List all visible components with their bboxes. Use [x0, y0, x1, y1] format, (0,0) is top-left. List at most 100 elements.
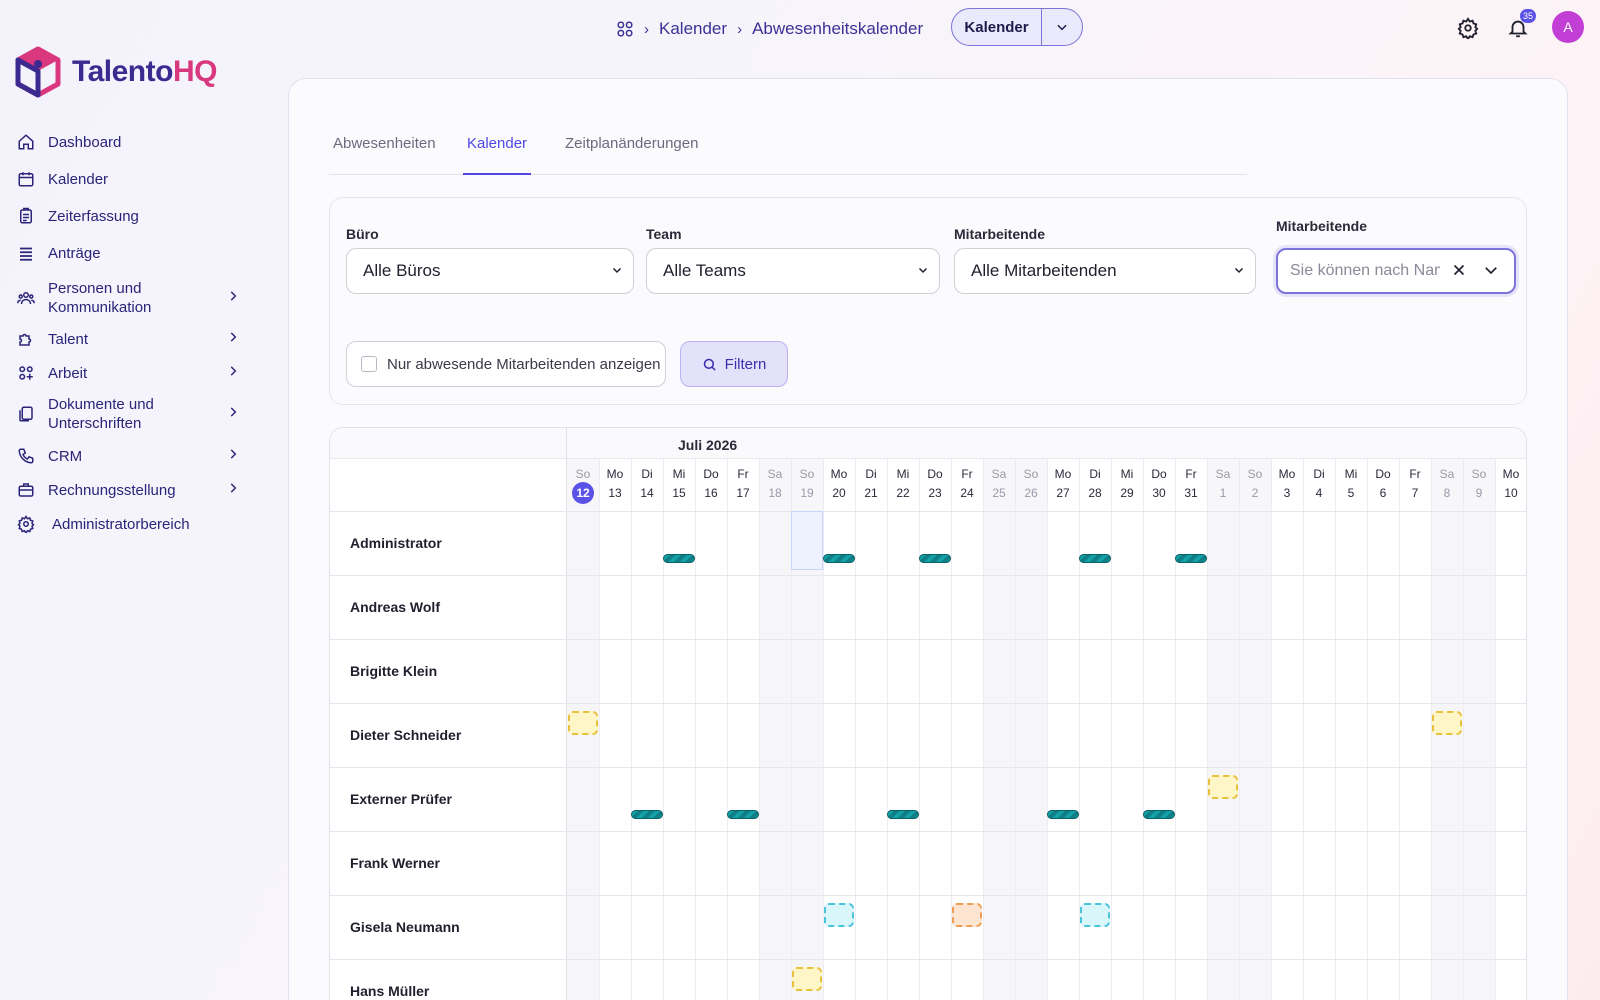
- list-icon: [16, 243, 36, 263]
- sidebar-item-zeiterfassung[interactable]: Zeiterfassung: [16, 202, 246, 230]
- kalender-button[interactable]: Kalender: [952, 9, 1042, 45]
- office-select[interactable]: Alle Büros: [346, 248, 634, 294]
- absence-marker-cyan[interactable]: [824, 903, 854, 927]
- absence-marker-yellow[interactable]: [1208, 775, 1238, 799]
- absence-bar[interactable]: [1047, 810, 1079, 819]
- day-divider: [1431, 459, 1432, 1000]
- chevron-down-icon[interactable]: [1482, 261, 1500, 284]
- employee-search-combobox: [1276, 248, 1516, 294]
- absence-bar[interactable]: [1079, 554, 1111, 563]
- absence-bar[interactable]: [631, 810, 663, 819]
- bell-icon[interactable]: [1504, 14, 1532, 42]
- sidebar-item-administratorbereich[interactable]: Administratorbereich: [16, 510, 246, 538]
- clipboard-icon: [16, 206, 36, 226]
- day-divider: [983, 459, 984, 1000]
- tab-zeitplanaenderungen[interactable]: Zeitplanänderungen: [565, 135, 699, 152]
- clear-icon[interactable]: [1450, 261, 1468, 284]
- day-header: Di 28: [1079, 459, 1111, 511]
- day-divider: [919, 459, 920, 1000]
- absence-bar[interactable]: [1143, 810, 1175, 819]
- sidebar-item-dashboard[interactable]: Dashboard: [16, 128, 246, 156]
- employee-name[interactable]: Administrator: [350, 535, 442, 551]
- day-divider: [1271, 459, 1272, 1000]
- notification-badge: 35: [1520, 9, 1536, 23]
- search-icon: [702, 357, 717, 372]
- day-weekday: Fr: [1185, 467, 1197, 481]
- brand-logo[interactable]: TalentoHQ: [14, 46, 217, 98]
- employee-name[interactable]: Externer Prüfer: [350, 791, 452, 807]
- sidebar-item-arbeit[interactable]: Arbeit: [16, 359, 246, 387]
- day-divider: [1303, 459, 1304, 1000]
- day-header: Sa 1: [1207, 459, 1239, 511]
- breadcrumb-abwesenheitskalender[interactable]: Abwesenheitskalender: [752, 19, 924, 38]
- employee-search-input[interactable]: [1290, 259, 1440, 283]
- breadcrumb-kalender[interactable]: Kalender: [659, 19, 728, 38]
- sidebar-item-dokumente[interactable]: Dokumente und Unterschriften: [16, 392, 246, 436]
- day-header: Fr 17: [727, 459, 759, 511]
- absence-bar[interactable]: [1175, 554, 1207, 563]
- day-header: Do 6: [1367, 459, 1399, 511]
- absent-only-toggle[interactable]: Nur abwesende Mitarbeitenden anzeigen: [346, 341, 666, 387]
- day-weekday: Mo: [1502, 467, 1520, 481]
- sidebar-item-crm[interactable]: CRM: [16, 442, 246, 470]
- home-icon: [16, 132, 36, 152]
- day-weekday: So: [1247, 467, 1263, 481]
- day-header: So 9: [1463, 459, 1495, 511]
- day-divider: [887, 459, 888, 1000]
- row-divider: [330, 639, 1526, 640]
- day-number: 16: [704, 486, 718, 500]
- team-label: Team: [646, 226, 682, 242]
- apps-grid-icon[interactable]: [616, 20, 634, 38]
- selected-day-cell[interactable]: [791, 511, 823, 570]
- day-header: So 12: [567, 459, 599, 511]
- absence-bar[interactable]: [919, 554, 951, 563]
- employee-name[interactable]: Frank Werner: [350, 855, 440, 871]
- absence-marker-yellow[interactable]: [792, 967, 822, 991]
- absence-bar[interactable]: [727, 810, 759, 819]
- weekend-column: [1463, 511, 1495, 1000]
- absence-marker-yellow[interactable]: [1432, 711, 1462, 735]
- day-weekday: Di: [641, 467, 653, 481]
- sidebar-item-kalender[interactable]: Kalender: [16, 165, 246, 193]
- month-header: Juli 2026: [330, 428, 1526, 459]
- employee-name[interactable]: Hans Müller: [350, 983, 430, 999]
- sidebar-item-antraege[interactable]: Anträge: [16, 239, 246, 267]
- filter-button[interactable]: Filtern: [680, 341, 788, 387]
- sidebar-item-rechnungsstellung[interactable]: Rechnungsstellung: [16, 476, 246, 504]
- day-number: 18: [768, 486, 782, 500]
- header-divider: [330, 511, 1526, 512]
- weekend-column: [1207, 511, 1239, 1000]
- employee-name[interactable]: Andreas Wolf: [350, 599, 440, 615]
- month-label: Juli 2026: [678, 437, 738, 453]
- sidebar-item-talent[interactable]: Talent: [16, 325, 246, 353]
- avatar[interactable]: A: [1552, 11, 1584, 43]
- employee-name[interactable]: Brigitte Klein: [350, 663, 438, 679]
- day-divider: [631, 459, 632, 1000]
- absent-only-checkbox[interactable]: [361, 356, 377, 372]
- today-indicator: 12: [572, 482, 594, 504]
- employee-select[interactable]: Alle Mitarbeitenden: [954, 248, 1256, 294]
- chevron-down-icon[interactable]: [1042, 9, 1082, 45]
- employee-name[interactable]: Dieter Schneider: [350, 727, 462, 743]
- absence-marker-orange[interactable]: [952, 903, 982, 927]
- sidebar: TalentoHQ Dashboard Kalender Zeiterfassu…: [0, 0, 260, 1000]
- day-weekday: Do: [1375, 467, 1391, 481]
- row-divider: [330, 767, 1526, 768]
- settings-gear-icon[interactable]: [1454, 14, 1482, 42]
- day-number: 22: [896, 486, 910, 500]
- sidebar-item-personen[interactable]: Personen und Kommunikation: [16, 276, 246, 320]
- absence-marker-cyan[interactable]: [1080, 903, 1110, 927]
- team-select[interactable]: Alle Teams: [646, 248, 940, 294]
- tab-kalender[interactable]: Kalender: [463, 135, 532, 175]
- absence-bar[interactable]: [887, 810, 919, 819]
- tab-abwesenheiten[interactable]: Abwesenheiten: [333, 135, 436, 152]
- absence-bar[interactable]: [663, 554, 695, 563]
- day-divider: [1175, 459, 1176, 1000]
- cube-logo-icon: [15, 46, 61, 98]
- employee-name[interactable]: Gisela Neumann: [350, 919, 460, 935]
- absence-marker-yellow[interactable]: [568, 711, 598, 735]
- tab-bar: Abwesenheiten Kalender Zeitplanänderunge…: [329, 135, 1247, 175]
- day-number: 15: [672, 486, 686, 500]
- day-number: 3: [1283, 486, 1291, 500]
- absence-bar[interactable]: [823, 554, 855, 563]
